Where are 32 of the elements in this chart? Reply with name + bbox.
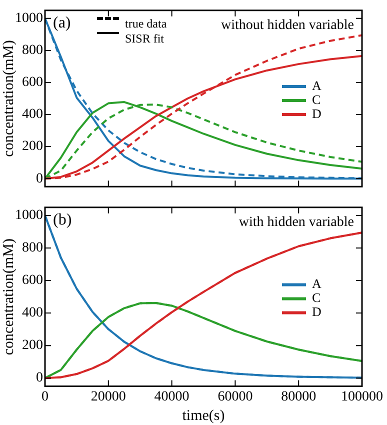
y-tick-label: 1000 — [15, 11, 43, 26]
legend-label: C — [312, 290, 321, 306]
y-tick-label: 600 — [22, 75, 43, 90]
y-tick-label: 800 — [22, 240, 43, 256]
y-tick-label: 800 — [22, 43, 43, 58]
legend-label: D — [312, 106, 322, 121]
x-tick-label: 60000 — [218, 389, 253, 404]
annotation: without hidden variable — [221, 18, 354, 34]
y-tick-label: 400 — [22, 107, 43, 122]
annotation: SISR fit — [125, 32, 165, 46]
annotation: with hidden variable — [238, 215, 354, 230]
legend-label: C — [312, 92, 321, 107]
x-tick-label: 100000 — [341, 389, 383, 404]
x-tick-label: 80000 — [281, 389, 316, 404]
y-tick-label: 200 — [22, 338, 43, 354]
y-axis-title: concentration(mM) — [0, 238, 17, 356]
y-tick-label: 400 — [22, 306, 43, 321]
x-tick-label: 20000 — [90, 389, 126, 404]
y-tick-label: 1000 — [15, 208, 43, 224]
x-tick-label: 40000 — [154, 389, 190, 404]
y-tick-label: 600 — [22, 273, 43, 288]
annotation: true data — [125, 16, 168, 31]
annotation: (b) — [53, 212, 72, 229]
y-tick-label: 200 — [22, 139, 43, 154]
y-tick-label: 0 — [36, 171, 43, 186]
legend-label: A — [312, 276, 322, 292]
annotation: (a) — [53, 14, 71, 32]
x-axis-title: time(s) — [182, 408, 225, 424]
y-axis-title: concentration(mM) — [0, 40, 17, 157]
legend-label: D — [312, 304, 322, 320]
legend-label: A — [312, 78, 322, 93]
y-tick-label: 0 — [36, 370, 43, 386]
